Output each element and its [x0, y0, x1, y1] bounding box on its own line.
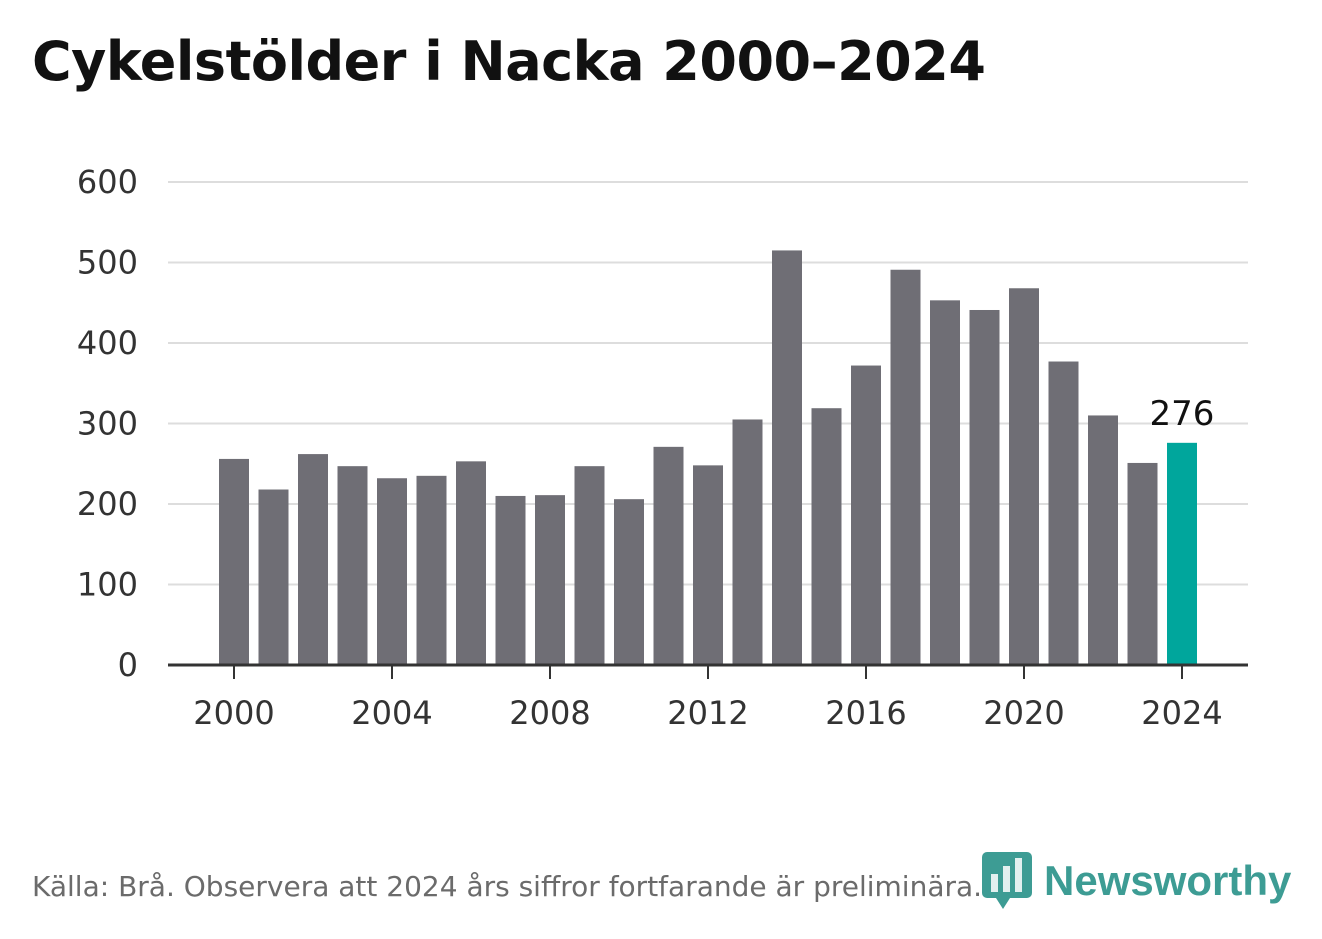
bar: [772, 250, 802, 666]
bar: [1127, 462, 1158, 665]
y-tick-label: 500: [77, 244, 138, 282]
bar: [574, 466, 605, 665]
bar: [219, 458, 249, 665]
bar: [377, 478, 407, 665]
source-note: Källa: Brå. Observera att 2024 års siffr…: [32, 870, 983, 903]
y-tick-label: 400: [77, 324, 138, 362]
bar: [653, 446, 684, 665]
bar: [732, 419, 763, 665]
x-tick-label: 2020: [983, 694, 1064, 732]
bar-value-label: 276: [1150, 394, 1215, 434]
bar: [890, 269, 921, 665]
bar-highlight: [1167, 442, 1197, 665]
x-tick-label: 2016: [825, 694, 906, 732]
bar: [456, 461, 486, 665]
x-tick-label: 2024: [1141, 694, 1222, 732]
x-tick-label: 2004: [351, 694, 432, 732]
x-tick-label: 2000: [193, 694, 274, 732]
bar: [614, 499, 644, 665]
bar: [693, 465, 723, 665]
bar: [337, 466, 368, 665]
brand-logo[interactable]: Newsworthy: [982, 852, 1291, 910]
bar: [298, 454, 328, 665]
x-tick-label: 2008: [509, 694, 590, 732]
bar: [416, 475, 447, 665]
bar: [851, 365, 881, 665]
newsworthy-logo-icon: [982, 852, 1032, 909]
bar: [495, 495, 526, 665]
bar: [535, 495, 565, 665]
y-tick-label: 200: [77, 485, 138, 523]
y-tick-label: 600: [77, 163, 138, 201]
y-tick-label: 100: [77, 566, 138, 604]
bar: [1048, 361, 1079, 665]
brand-name: Newsworthy: [1044, 857, 1292, 904]
x-tick-label: 2012: [667, 694, 748, 732]
y-tick-label: 0: [118, 646, 138, 684]
bar: [811, 408, 842, 665]
bar: [969, 309, 1000, 665]
bar: [1088, 415, 1118, 665]
bar: [930, 300, 960, 665]
bar: [258, 489, 289, 665]
bar: [1009, 288, 1039, 665]
y-tick-label: 300: [77, 405, 138, 443]
chart-title: Cykelstölder i Nacka 2000–2024: [32, 30, 986, 93]
